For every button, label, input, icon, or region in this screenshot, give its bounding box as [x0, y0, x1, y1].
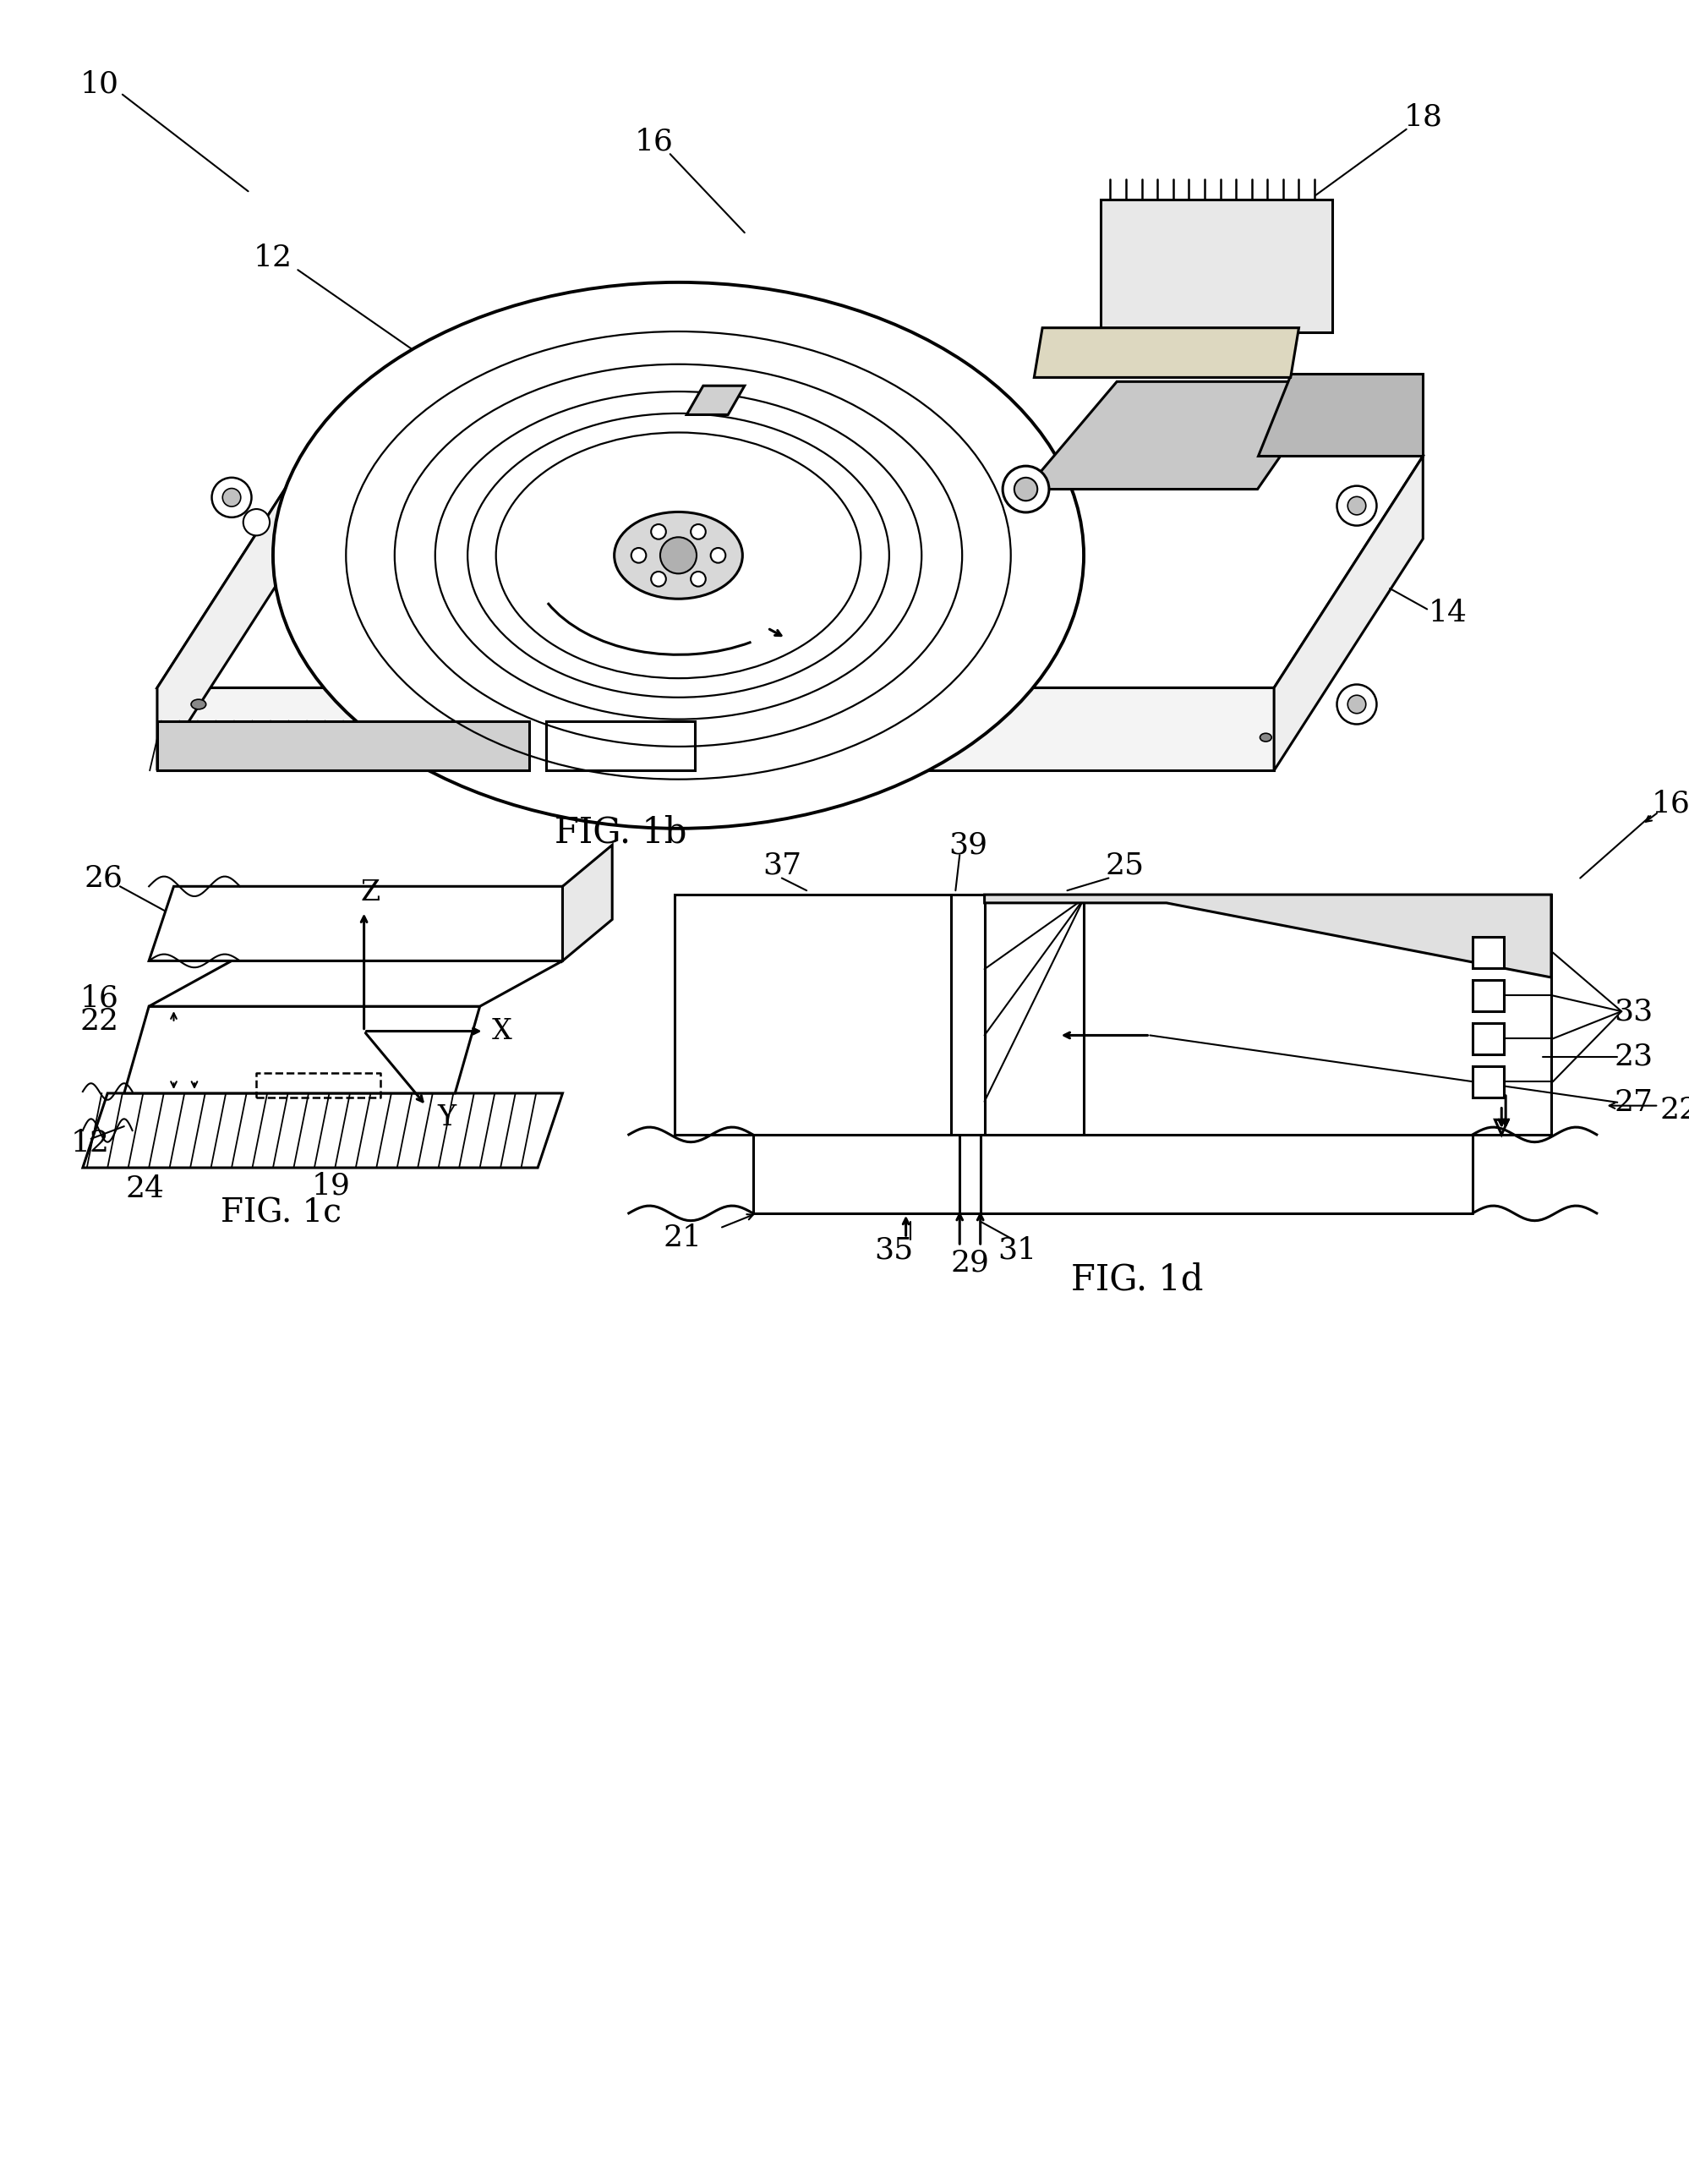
Polygon shape [83, 1094, 562, 1168]
Polygon shape [546, 721, 694, 771]
Polygon shape [985, 895, 1551, 1136]
Text: 18: 18 [1404, 103, 1442, 131]
Text: 24: 24 [125, 1175, 164, 1203]
Text: 25: 25 [1106, 852, 1145, 880]
Circle shape [691, 524, 706, 539]
Text: 19: 19 [311, 1171, 350, 1201]
Polygon shape [1100, 199, 1333, 332]
Circle shape [1338, 684, 1377, 725]
Ellipse shape [1260, 734, 1272, 743]
Polygon shape [674, 895, 951, 1136]
Text: 12: 12 [71, 1129, 110, 1158]
Text: 29: 29 [951, 1249, 990, 1278]
Text: 31: 31 [998, 1236, 1037, 1265]
Text: Z: Z [361, 880, 380, 906]
Text: 21: 21 [664, 1223, 703, 1251]
Ellipse shape [191, 699, 206, 710]
Text: 10: 10 [79, 70, 118, 98]
Polygon shape [123, 1007, 480, 1094]
Polygon shape [157, 688, 1274, 771]
Circle shape [1338, 485, 1377, 526]
Text: 16: 16 [633, 127, 672, 155]
Circle shape [691, 572, 706, 587]
Text: 35: 35 [873, 1236, 914, 1265]
Polygon shape [1034, 328, 1299, 378]
Circle shape [223, 489, 242, 507]
Ellipse shape [274, 282, 1084, 828]
Text: X: X [491, 1018, 512, 1044]
Text: 26: 26 [84, 863, 123, 893]
Text: 16: 16 [1652, 788, 1689, 819]
Text: Y: Y [437, 1105, 456, 1131]
Polygon shape [562, 845, 611, 961]
Polygon shape [157, 721, 529, 771]
Circle shape [711, 548, 726, 563]
Text: 22: 22 [1660, 1096, 1689, 1125]
Circle shape [650, 524, 665, 539]
Polygon shape [157, 456, 306, 771]
Text: 14: 14 [1429, 598, 1468, 627]
Polygon shape [1025, 382, 1333, 489]
Text: 16: 16 [79, 983, 118, 1013]
Circle shape [1003, 465, 1049, 513]
Text: 39: 39 [949, 830, 988, 858]
Text: FIG. 1b: FIG. 1b [554, 815, 687, 850]
Text: 33: 33 [1615, 996, 1654, 1026]
Bar [1473, 981, 1503, 1011]
Text: 22: 22 [79, 1007, 118, 1035]
Circle shape [660, 537, 696, 574]
Text: FIG. 1c: FIG. 1c [221, 1197, 341, 1230]
Bar [1473, 1022, 1503, 1055]
Polygon shape [1274, 456, 1422, 771]
Circle shape [1348, 695, 1366, 714]
Bar [1473, 937, 1503, 968]
Circle shape [211, 478, 252, 518]
Ellipse shape [615, 511, 743, 598]
Bar [1473, 1066, 1503, 1096]
Circle shape [650, 572, 665, 587]
Polygon shape [149, 961, 562, 1007]
Text: 37: 37 [762, 852, 801, 880]
Text: 27: 27 [1615, 1088, 1654, 1116]
Text: 23: 23 [1615, 1042, 1654, 1070]
Text: FIG. 1d: FIG. 1d [1071, 1262, 1204, 1297]
Circle shape [1015, 478, 1037, 500]
Circle shape [243, 509, 270, 535]
Circle shape [1348, 496, 1366, 515]
Circle shape [632, 548, 647, 563]
Polygon shape [985, 895, 1551, 978]
Polygon shape [687, 387, 745, 415]
Text: 12: 12 [253, 242, 292, 271]
Polygon shape [149, 887, 588, 961]
Polygon shape [157, 456, 1422, 688]
Polygon shape [1258, 373, 1422, 456]
